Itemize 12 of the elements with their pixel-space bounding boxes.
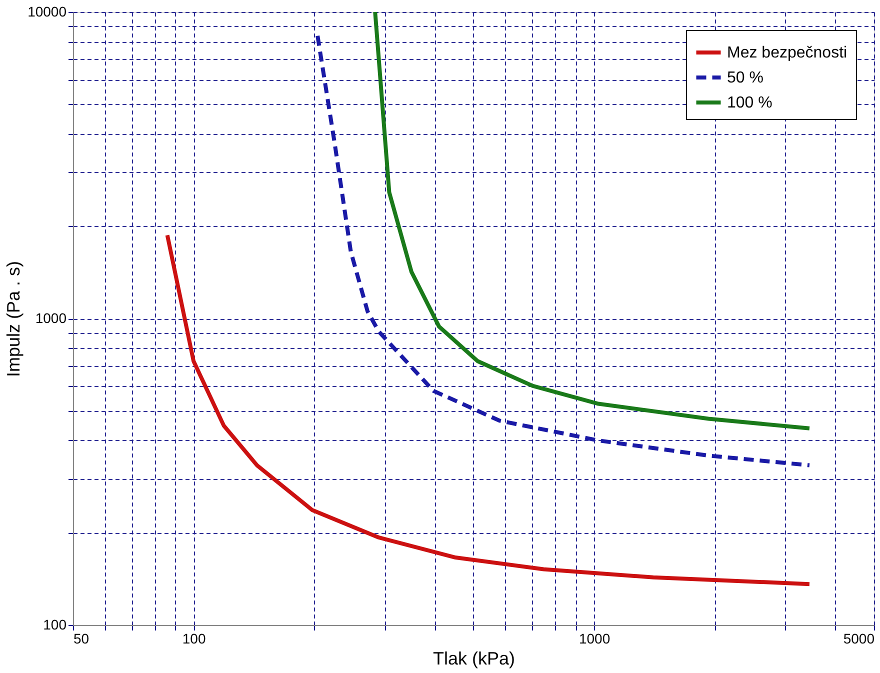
x-tick-label: 50 (74, 630, 90, 646)
y-tick-label: 1000 (35, 310, 67, 326)
legend-label: 100 % (727, 94, 772, 112)
legend-label: 50 % (727, 70, 764, 86)
x-tick-label: 5000 (843, 630, 875, 646)
x-tick-label: 1000 (578, 630, 610, 646)
x-tick-label: 100 (182, 630, 206, 646)
y-tick-label: 100 (43, 616, 67, 632)
y-axis-title: Impulz (Pa . s) (4, 260, 24, 378)
y-tick-label: 10000 (28, 4, 67, 20)
x-axis-title: Tlak (kPa) (432, 648, 516, 668)
legend-label: Mez bezpečnosti (727, 44, 848, 62)
